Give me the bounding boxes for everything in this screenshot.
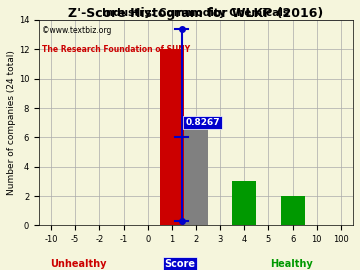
Text: Score: Score bbox=[165, 259, 195, 269]
Bar bbox=[160, 49, 184, 225]
Text: The Research Foundation of SUNY: The Research Foundation of SUNY bbox=[42, 45, 190, 54]
Text: Industry: Commodity Chemicals: Industry: Commodity Chemicals bbox=[103, 8, 289, 18]
Bar bbox=[184, 123, 208, 225]
Bar bbox=[232, 181, 256, 225]
Text: Unhealthy: Unhealthy bbox=[50, 259, 107, 269]
Title: Z'-Score Histogram for WLKP (2016): Z'-Score Histogram for WLKP (2016) bbox=[68, 7, 324, 20]
Text: 0.8267: 0.8267 bbox=[185, 118, 220, 127]
Text: ©www.textbiz.org: ©www.textbiz.org bbox=[42, 26, 112, 35]
Text: Healthy: Healthy bbox=[270, 259, 313, 269]
Bar bbox=[280, 196, 305, 225]
Y-axis label: Number of companies (24 total): Number of companies (24 total) bbox=[7, 50, 16, 195]
